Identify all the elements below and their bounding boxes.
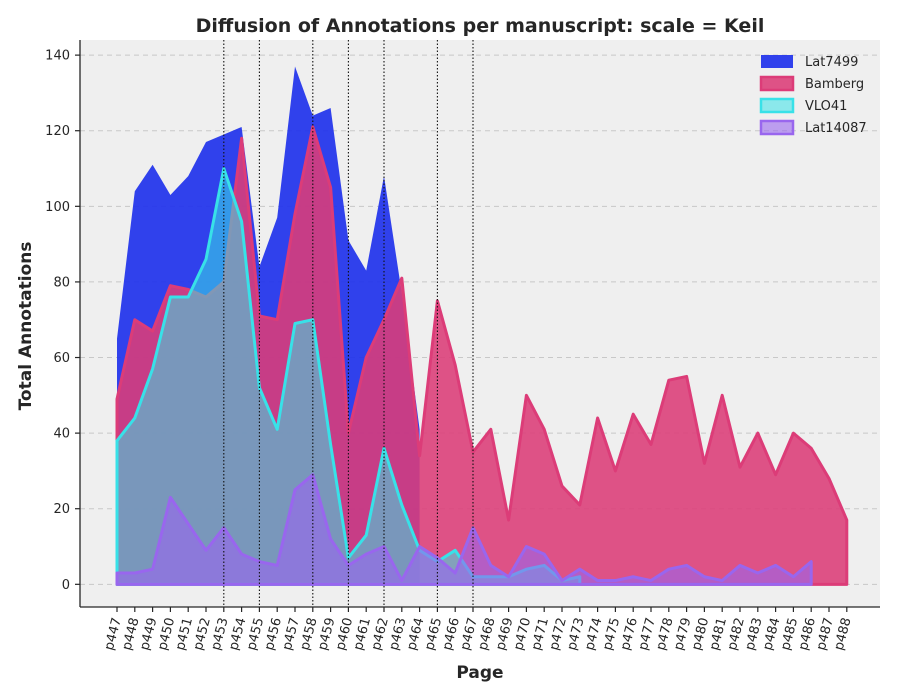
reference-lines: [223, 40, 474, 607]
legend-label-vlo41: VLO41: [805, 99, 847, 114]
x-ticks: p447p448p449p450p451p452p453p454p455p456…: [102, 607, 855, 652]
legend: Lat7499 Bamberg VLO41 Lat14087: [759, 55, 867, 136]
legend-swatch-vlo41: [759, 97, 795, 114]
y-tick-label-20: 20: [53, 502, 70, 517]
legend-label-lat14087: Lat14087: [805, 121, 867, 136]
y-axis-label: Total Annotations: [16, 242, 36, 411]
x-axis-label: Page: [456, 663, 503, 683]
y-tick-label-0: 0: [62, 578, 70, 593]
axes: [79, 40, 880, 608]
legend-swatch-lat14087: [759, 119, 795, 136]
legend-swatch-lat7499: [761, 55, 793, 68]
legend-swatch-bamberg: [759, 75, 795, 92]
series-areas: [115, 66, 849, 586]
y-tick-label-120: 120: [45, 124, 70, 139]
y-tick-label-60: 60: [53, 351, 70, 366]
y-ticks: 0 20 40 60 80 100 120 140: [45, 49, 80, 593]
y-tick-label-80: 80: [53, 275, 70, 290]
y-tick-label-140: 140: [45, 49, 70, 64]
y-tick-label-40: 40: [53, 427, 70, 442]
y-tick-label-100: 100: [45, 200, 70, 215]
chart-title: Diffusion of Annotations per manuscript:…: [196, 15, 765, 37]
legend-label-bamberg: Bamberg: [805, 77, 864, 92]
legend-label-lat7499: Lat7499: [805, 55, 858, 70]
